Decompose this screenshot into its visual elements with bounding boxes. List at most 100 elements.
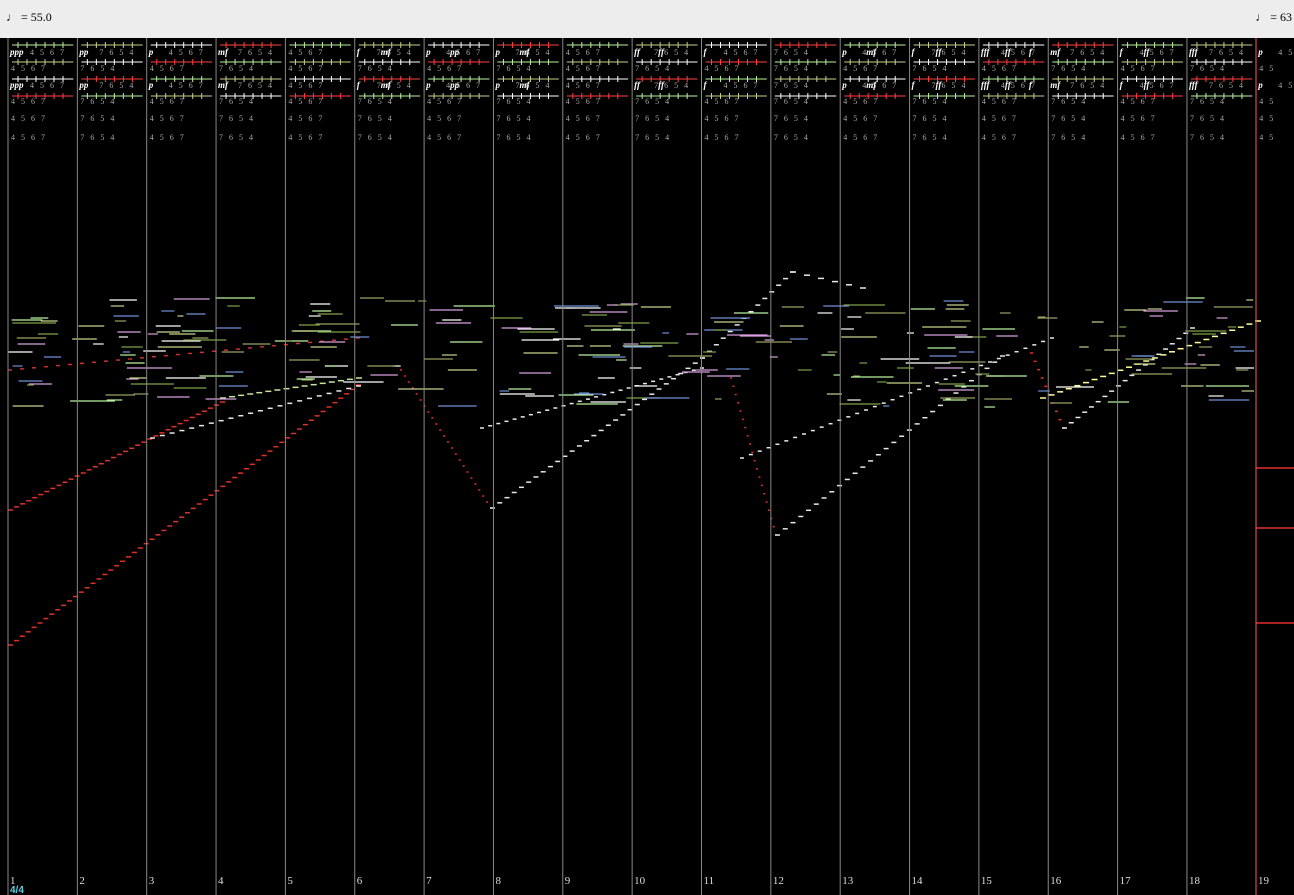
measure-number: 15: [981, 875, 993, 887]
fingering: 4 5 6 7: [150, 97, 184, 106]
fingering: 7 6 5 4: [219, 114, 253, 123]
dynamic: f: [1120, 47, 1124, 57]
fingering: 7 6 5 4: [1051, 97, 1085, 106]
fingering: 4 5 6 7: [843, 64, 877, 73]
fingering: 7 6 5 4: [774, 64, 808, 73]
fingering: 4 5: [1278, 48, 1292, 57]
fingering: 7 6 5 4: [238, 48, 272, 57]
fingering: 7 6 5 4: [1190, 64, 1224, 73]
fingering: 4 5 6 7: [30, 48, 64, 57]
measure-number: 7: [426, 875, 432, 887]
fingering: 4 5 6 7: [1121, 133, 1155, 142]
fingering: 7 6 5 4: [635, 64, 669, 73]
dynamic: mf: [1050, 47, 1061, 57]
dynamic: p: [494, 80, 500, 90]
fingering: 7 6 5 4: [358, 64, 392, 73]
fingering: 4 5 6 7: [288, 114, 322, 123]
fingering: 7 6 5 4: [635, 114, 669, 123]
fingering: 4 5 6 7: [1001, 48, 1035, 57]
fingering: 4 5 6 7: [11, 133, 45, 142]
fingering: 4 5 6 7: [427, 97, 461, 106]
fingering: 7 6 5 4: [1190, 114, 1224, 123]
fingering: 4 5: [1259, 64, 1273, 73]
fingering: 7 6 5 4: [358, 97, 392, 106]
dynamic: ppp: [9, 80, 24, 90]
measure-number: 17: [1120, 875, 1132, 887]
dynamic: ff: [1005, 80, 1012, 90]
fingering: 7 6 5 4: [496, 97, 530, 106]
fingering: 4 5 6 7: [288, 97, 322, 106]
measure-number: 19: [1258, 875, 1270, 887]
fingering: 7 6 5 4: [932, 48, 966, 57]
dynamic: fff: [981, 47, 991, 57]
fingering: 4 5 6 7: [446, 48, 480, 57]
measure-number: 10: [634, 875, 646, 887]
dynamic: mf: [218, 47, 229, 57]
fingering: 4 5 6 7: [705, 133, 739, 142]
dynamic: pp: [449, 80, 460, 90]
tempo-end[interactable]: ♩ = 63: [1255, 10, 1292, 24]
dynamic: ff: [1144, 47, 1151, 57]
fingering: 7 6 5 4: [80, 114, 114, 123]
fingering: 7 6 5 4: [219, 97, 253, 106]
fingering: 7 6 5 4: [377, 48, 411, 57]
fingering: 4 5 6 7: [1121, 97, 1155, 106]
fingering: 4 5 6 7: [982, 97, 1016, 106]
time-signature: 4/4: [10, 885, 24, 895]
fingering: 4 5 6 7: [1001, 81, 1035, 90]
fingering: 4 5 6 7: [843, 114, 877, 123]
fingering: 4 5 6 7: [566, 81, 600, 90]
dynamic: p: [1257, 47, 1263, 57]
measure-number: 18: [1189, 875, 1201, 887]
dynamic: ff: [634, 47, 641, 57]
fingering: 7 6 5 4: [913, 97, 947, 106]
fingering: 4 5: [1259, 114, 1273, 123]
measure-number: 5: [287, 875, 293, 887]
fingering: 7 6 5 4: [358, 133, 392, 142]
dynamic: ff: [1144, 80, 1151, 90]
fingering: 4 5 6 7: [150, 114, 184, 123]
dynamic: p: [841, 47, 847, 57]
fingering: 7 6 5 4: [377, 81, 411, 90]
fingering: 7 6 5 4: [1190, 133, 1224, 142]
dynamic: p: [148, 80, 154, 90]
fingering: 4 5 6 7: [1140, 48, 1174, 57]
measure-number: 11: [704, 875, 715, 887]
fingering: 4 5 6 7: [446, 81, 480, 90]
dynamic: ff: [658, 80, 665, 90]
fingering: 4 5 6 7: [427, 64, 461, 73]
dynamic: mf: [519, 47, 530, 57]
measure-number: 13: [842, 875, 854, 887]
fingering: 4 5 6 7: [11, 97, 45, 106]
fingering: 7 6 5 4: [654, 48, 688, 57]
fingering: 4 5 6 7: [1121, 114, 1155, 123]
fingering: 4 5 6 7: [150, 64, 184, 73]
dynamic: fff: [981, 80, 991, 90]
fingering: 7 6 5 4: [80, 97, 114, 106]
fingering: 7 6 5 4: [80, 133, 114, 142]
dynamic: f: [912, 47, 916, 57]
fingering: 7 6 5 4: [654, 81, 688, 90]
toolbar: ♩ = 55.0 ♩ = 63: [0, 0, 1294, 38]
fingering: 7 6 5 4: [219, 64, 253, 73]
measure-number: 2: [79, 875, 85, 887]
dynamic: p: [148, 47, 154, 57]
fingering: 4 5 6 7: [288, 48, 322, 57]
fingering: 4 5 6 7: [724, 81, 758, 90]
measure-number: 12: [773, 875, 784, 887]
dynamic: f: [1029, 80, 1033, 90]
fingering: 7 6 5 4: [496, 114, 530, 123]
fingering: 4 5 6 7: [982, 64, 1016, 73]
dynamic: f: [357, 47, 361, 57]
fingering: 4 5 6 7: [288, 64, 322, 73]
fingering: 4 5 6 7: [11, 64, 45, 73]
fingering: 4 5 6 7: [169, 81, 203, 90]
dynamic: f: [357, 80, 361, 90]
measure-number: 16: [1050, 875, 1062, 887]
fingering: 7 6 5 4: [774, 81, 808, 90]
fingering: 7 6 5 4: [219, 133, 253, 142]
fingering: 7 6 5 4: [1070, 48, 1104, 57]
fingering: 4 5 6 7: [566, 133, 600, 142]
measure-number: 14: [912, 875, 924, 887]
tempo-start[interactable]: ♩ = 55.0: [6, 10, 52, 24]
